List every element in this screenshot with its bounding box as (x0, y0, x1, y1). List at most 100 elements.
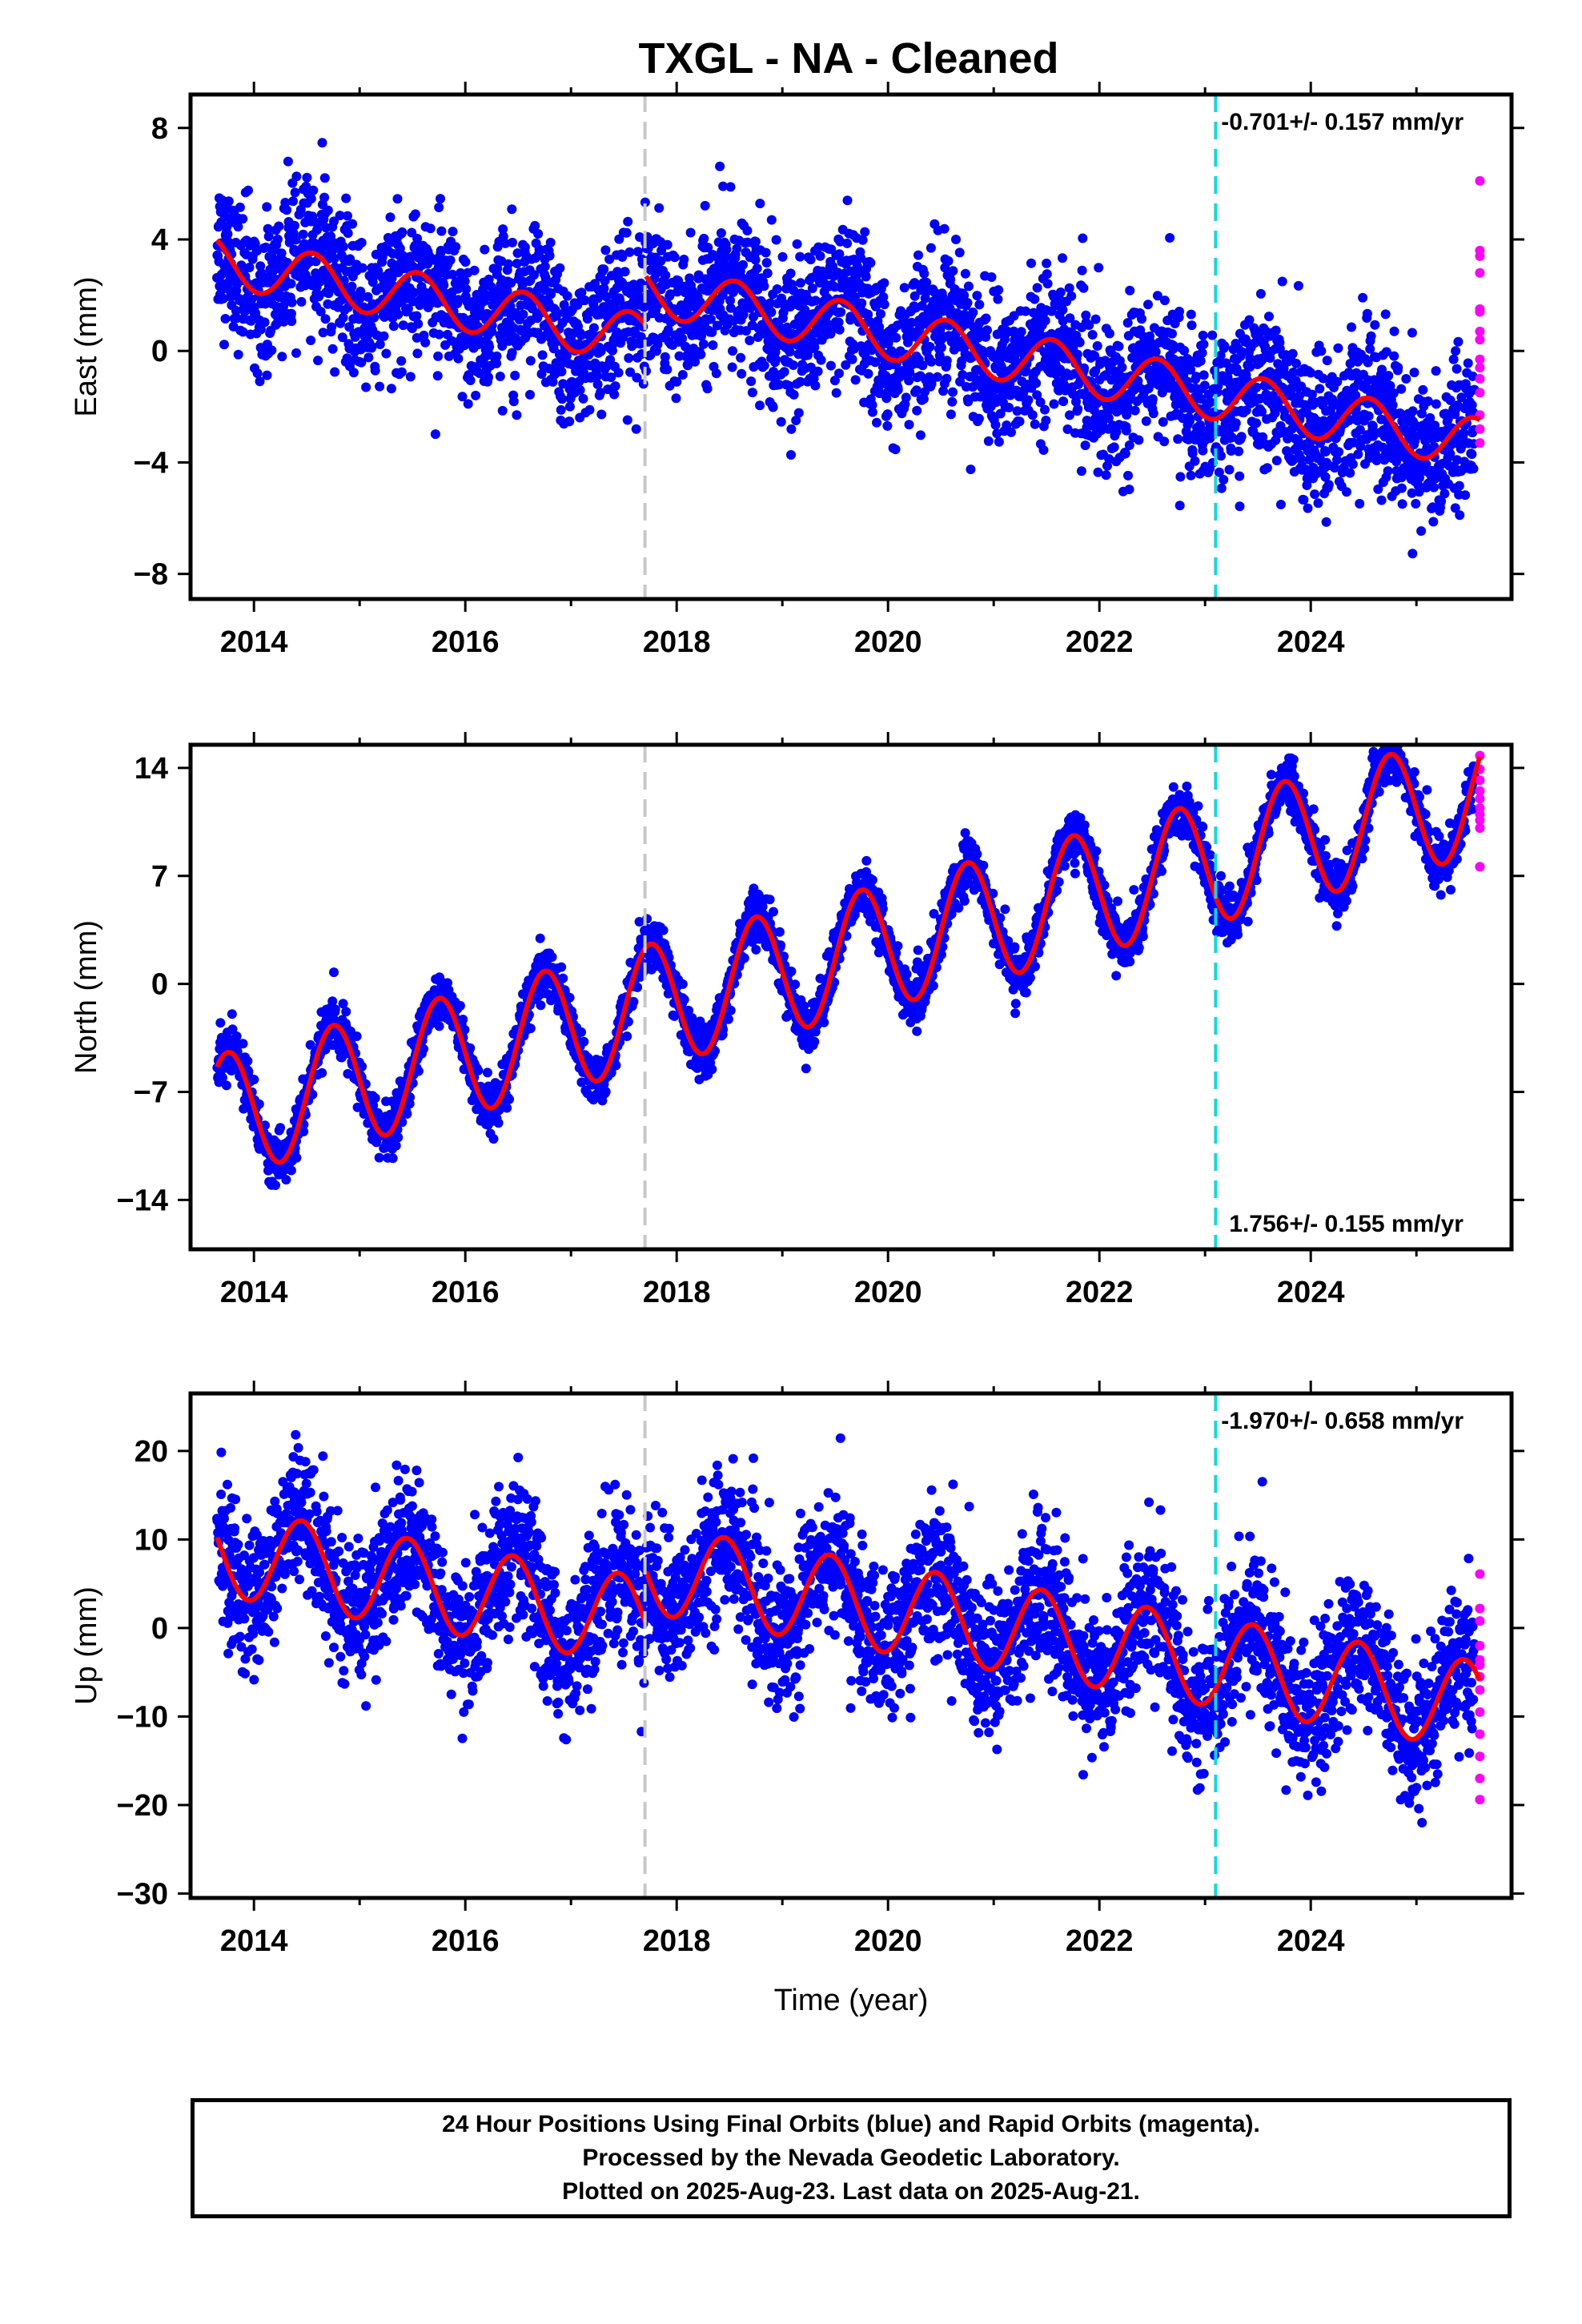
data-point (1234, 446, 1244, 456)
data-point (1389, 326, 1399, 336)
data-point (318, 328, 328, 338)
data-point (596, 409, 607, 420)
data-point (990, 420, 1001, 430)
data-point (1358, 292, 1368, 303)
data-point (1407, 488, 1417, 498)
data-point (986, 272, 997, 282)
data-point (847, 354, 857, 364)
data-point (1152, 291, 1162, 301)
data-point (865, 258, 876, 268)
data-point (419, 1043, 428, 1054)
data-point (231, 306, 241, 316)
data-point (413, 319, 424, 329)
final-orbit-points-east (212, 138, 1480, 559)
data-point (313, 356, 323, 366)
data-point (461, 284, 472, 294)
data-point (335, 211, 345, 221)
data-point (1198, 330, 1208, 340)
data-point (974, 300, 985, 310)
rapid-point (1475, 175, 1485, 186)
data-point (455, 1000, 465, 1011)
data-point (1137, 314, 1146, 324)
data-point (588, 323, 599, 333)
data-point (1042, 258, 1052, 268)
data-point (557, 394, 568, 404)
data-point (632, 372, 642, 383)
data-point (1065, 410, 1074, 420)
data-point (951, 235, 961, 244)
y-tick-label: 0 (151, 335, 168, 368)
data-point (568, 328, 578, 339)
data-point (1098, 388, 1109, 399)
data-point (289, 220, 299, 231)
data-point (834, 324, 845, 335)
data-point (561, 351, 572, 361)
data-point (624, 247, 635, 257)
data-point (788, 360, 798, 370)
data-point (813, 242, 824, 252)
data-point (663, 324, 673, 335)
data-point (1159, 436, 1170, 447)
data-point (1323, 480, 1334, 490)
data-point (508, 396, 519, 407)
data-point (361, 382, 371, 392)
data-point (1411, 499, 1421, 509)
data-point (1429, 482, 1439, 493)
data-point (379, 331, 389, 341)
data-point (534, 244, 544, 255)
data-point (338, 999, 348, 1009)
data-point (1428, 517, 1439, 527)
data-point (936, 343, 946, 352)
data-point (255, 376, 265, 387)
data-point (363, 352, 374, 363)
data-point (564, 416, 575, 427)
data-point (700, 200, 710, 211)
data-point (367, 277, 378, 287)
data-point (1235, 501, 1245, 512)
data-point (377, 252, 387, 263)
data-point (662, 364, 673, 375)
x-tick-label: 2016 (432, 625, 500, 659)
data-point (640, 197, 650, 207)
data-point (512, 259, 522, 268)
data-point (882, 409, 893, 420)
data-point (370, 1093, 380, 1104)
data-point (1385, 380, 1395, 391)
data-point (307, 1089, 318, 1100)
rate-label-east: -0.701+/- 0.157 mm/yr (1221, 109, 1464, 135)
final-orbit-points-north (212, 745, 1480, 1190)
data-point (1353, 356, 1363, 367)
data-point (1078, 233, 1088, 243)
data-point (403, 304, 413, 314)
data-point (368, 1100, 379, 1111)
data-point (263, 223, 273, 234)
data-point (345, 254, 355, 264)
data-point (703, 243, 713, 253)
data-point (342, 353, 352, 364)
data-point (1304, 455, 1315, 465)
data-point (436, 226, 447, 236)
data-point (1134, 435, 1144, 445)
data-point (235, 202, 245, 212)
data-point (1206, 397, 1215, 408)
data-point (1347, 322, 1356, 332)
data-point (562, 291, 572, 301)
data-point (320, 314, 331, 324)
data-point (1452, 400, 1463, 411)
data-point (436, 194, 445, 204)
data-point (1450, 503, 1460, 513)
data-point (669, 252, 680, 263)
data-point (548, 344, 559, 354)
data-point (1422, 443, 1432, 453)
data-point (1068, 389, 1078, 399)
data-point (1396, 384, 1407, 394)
data-point (1074, 337, 1085, 348)
data-point (1241, 405, 1251, 416)
data-point (1214, 467, 1224, 477)
data-point (1224, 464, 1235, 475)
data-point (1445, 395, 1456, 405)
data-point (547, 952, 557, 962)
data-point (386, 384, 396, 394)
data-point (1058, 304, 1068, 315)
